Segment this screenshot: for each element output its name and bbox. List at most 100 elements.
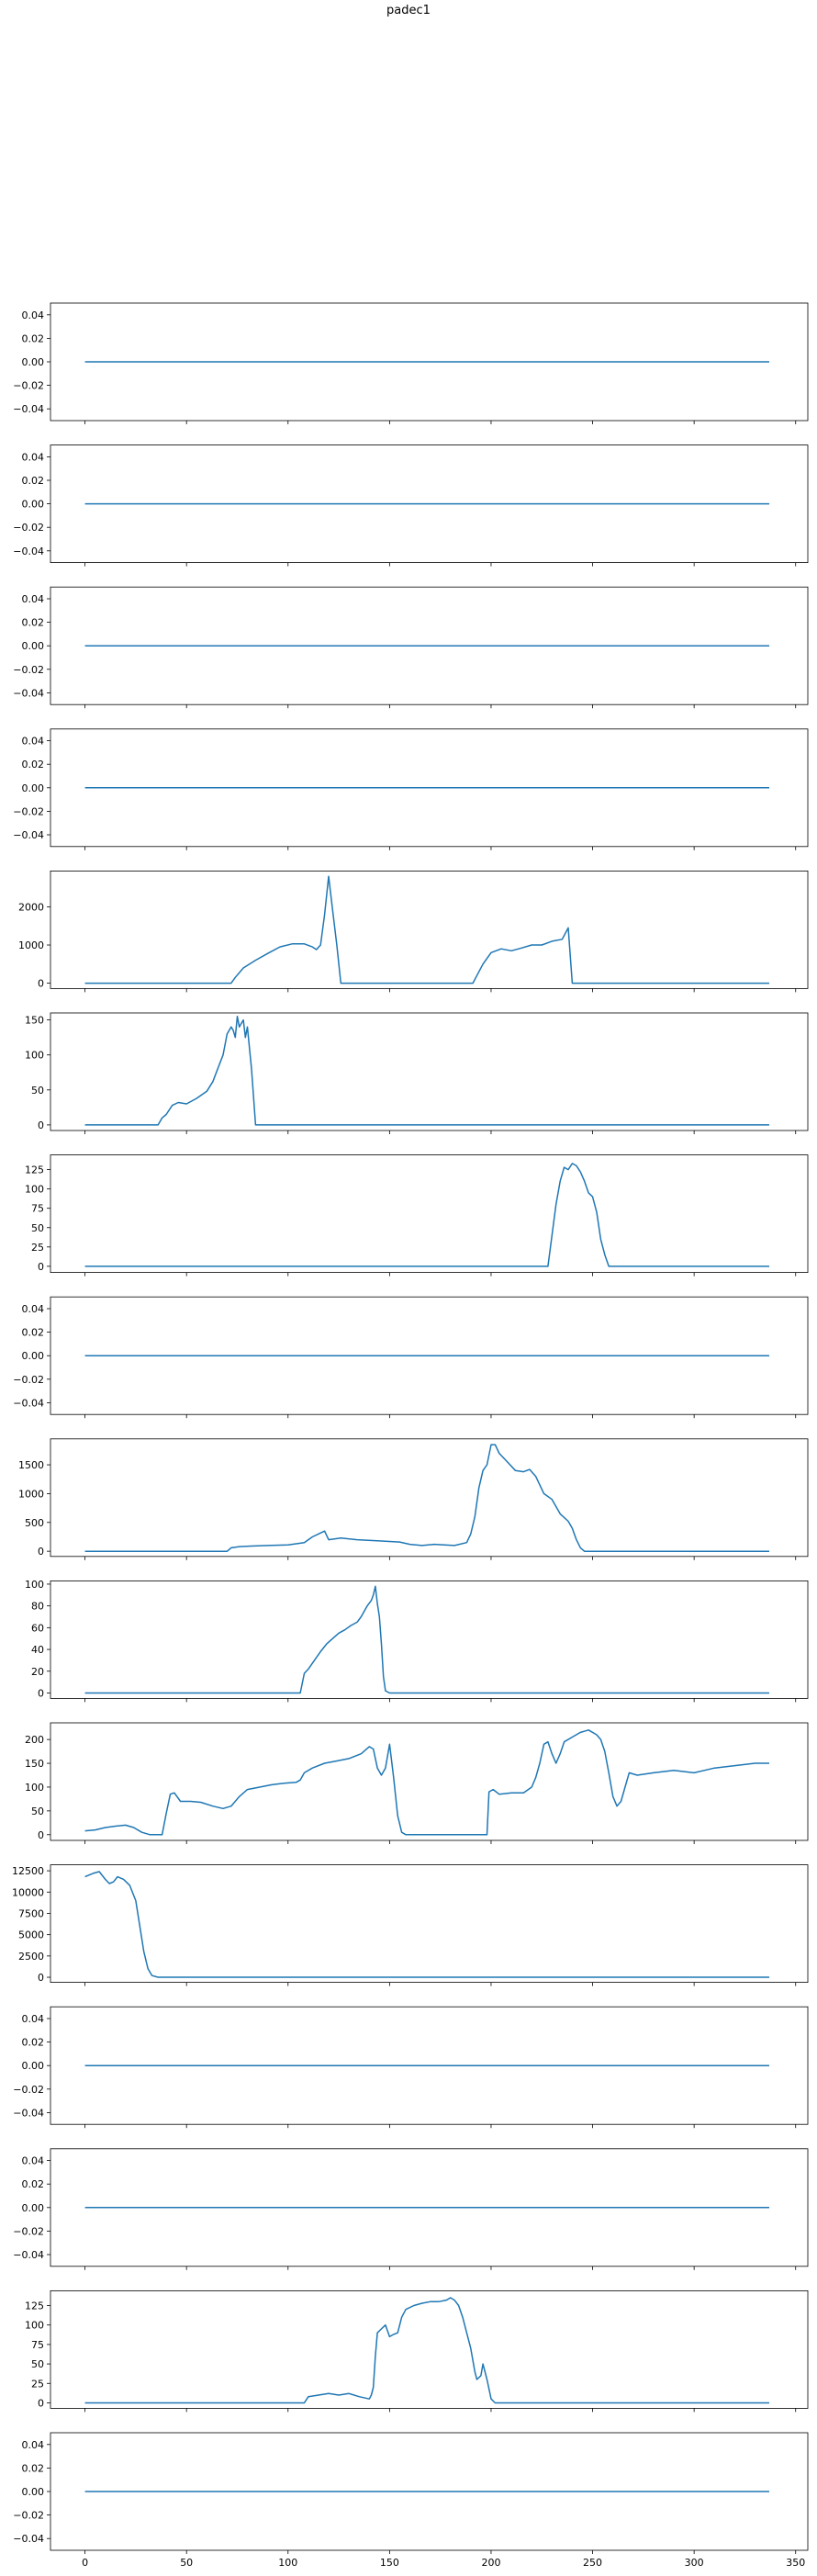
y-tick-label: 12500 (12, 1865, 44, 1877)
series-line-1 (84, 1585, 769, 1694)
y-tick-label: 1500 (18, 1459, 44, 1471)
y-tick-label: 500 (25, 1517, 44, 1529)
subplot-1: 0.04 0.02 0.00 −0.02 −0.04 (13, 302, 809, 424)
y-tick-label: 0.02 (22, 759, 45, 771)
y-tick-label: −0.04 (13, 403, 44, 415)
series-line-1 (84, 1163, 769, 1267)
y-tick-label: 0.04 (22, 2013, 45, 2025)
y-tick-label: 1000 (18, 939, 44, 951)
y-tick-label: −0.02 (13, 2510, 44, 2522)
subplot-14: 0.04 0.02 0.00 −0.02 −0.04 (13, 2148, 809, 2270)
subplot-13: 0.04 0.02 0.00 −0.02 −0.04 (13, 2006, 809, 2129)
y-tick-label: 100 (25, 1782, 44, 1794)
y-tick-label: 0.02 (22, 2037, 45, 2049)
y-tick-label: 0 (38, 1119, 44, 1131)
series-line-1 (84, 1016, 769, 1126)
y-tick-label: −0.02 (13, 1374, 44, 1386)
y-tick-label: 0.02 (22, 332, 45, 344)
y-tick-label: −0.02 (13, 2225, 44, 2237)
subplot-16: 0.04 0.02 0.00 −0.02 −0.04 0 50 100 150 200 250 300… (13, 2432, 809, 2569)
y-tick-label: 2000 (18, 901, 44, 913)
y-tick-label: −0.02 (13, 805, 44, 817)
y-tick-label: 0.00 (22, 2486, 45, 2498)
subplot-2: 0.04 0.02 0.00 −0.02 −0.04 (13, 444, 809, 567)
y-tick-label: 1000 (18, 1488, 44, 1500)
y-tick-label: 125 (25, 1164, 44, 1176)
figure-title: padec1 (386, 4, 431, 17)
y-tick-label: 50 (31, 1222, 44, 1234)
subplot-5: 2000 1000 0 (18, 871, 809, 993)
y-tick-label: 0.00 (22, 2060, 45, 2072)
y-tick-label: 0.00 (22, 2202, 45, 2214)
y-tick-label: 0.02 (22, 475, 45, 487)
y-tick-label: 200 (25, 1734, 44, 1746)
y-tick-label: −0.04 (13, 687, 44, 699)
axes-frame (50, 1012, 809, 1131)
y-tick-label: 0 (38, 2397, 44, 2409)
subplot-9: 1500 1000 500 0 (18, 1438, 809, 1560)
x-tick-label: 350 (786, 2557, 805, 2569)
series-line-1 (84, 2297, 769, 2404)
axes-frame (50, 1580, 809, 1699)
x-tick-label: 200 (481, 2557, 500, 2569)
y-tick-label: 150 (25, 1015, 44, 1027)
x-tick-label: 100 (278, 2557, 297, 2569)
y-tick-label: −0.04 (13, 829, 44, 841)
y-tick-label: 0.04 (22, 1303, 45, 1315)
subplot-11: 200 150 100 50 0 (25, 1722, 809, 1844)
y-tick-label: 50 (31, 1085, 44, 1097)
subplot-6: 150 100 50 0 (25, 1012, 809, 1134)
y-tick-label: 0.00 (22, 1350, 45, 1362)
series-line-1 (84, 875, 769, 984)
y-tick-label: −0.04 (13, 1397, 44, 1409)
y-tick-label: 0.04 (22, 2155, 45, 2167)
y-tick-label: 150 (25, 1758, 44, 1770)
x-tick-label: 300 (685, 2557, 704, 2569)
axes-frame (50, 871, 809, 989)
series-line-1 (84, 1444, 769, 1552)
y-tick-label: 100 (25, 1050, 44, 1062)
y-tick-label: −0.04 (13, 546, 44, 557)
y-tick-label: 0.00 (22, 356, 45, 368)
y-tick-label: 0.00 (22, 782, 45, 794)
subplot-10: 100 80 60 40 20 0 (25, 1579, 809, 1703)
axes-frame (50, 1864, 809, 1983)
subplot-12: 12500 10000 7500 5000 2500 0 (12, 1864, 809, 1986)
y-tick-label: 0 (38, 1546, 44, 1558)
y-tick-label: 60 (31, 1622, 44, 1634)
subplot-15: 125 100 75 50 25 0 (25, 2289, 809, 2413)
y-tick-label: −0.02 (13, 522, 44, 534)
y-tick-label: −0.04 (13, 2249, 44, 2261)
y-tick-label: 100 (25, 1579, 44, 1591)
y-tick-label: 0.04 (22, 309, 45, 321)
x-tick-label: 0 (82, 2557, 88, 2569)
y-tick-label: −0.04 (13, 2533, 44, 2545)
y-tick-label: 2500 (18, 1951, 44, 1963)
y-tick-label: 20 (31, 1666, 44, 1678)
x-tick-label: 250 (583, 2557, 602, 2569)
y-tick-label: 7500 (18, 1907, 44, 1919)
subplot-4: 0.04 0.02 0.00 −0.02 −0.04 (13, 728, 809, 850)
y-tick-label: 5000 (18, 1929, 44, 1941)
y-tick-label: 25 (31, 1242, 44, 1254)
y-tick-label: 0.04 (22, 451, 45, 463)
y-tick-label: 25 (31, 2378, 44, 2390)
series-line-1 (84, 1729, 769, 1836)
axes-frame (50, 1154, 809, 1273)
y-tick-label: −0.02 (13, 664, 44, 676)
y-tick-label: 0 (38, 1972, 44, 1984)
axes-frame (50, 1438, 809, 1558)
y-tick-label: 75 (31, 2339, 44, 2351)
axes-frame (50, 1722, 809, 1841)
y-tick-label: 0.04 (22, 593, 45, 605)
y-tick-label: 0.00 (22, 499, 45, 511)
y-tick-label: 0.02 (22, 617, 45, 629)
axes-frame (50, 2289, 809, 2409)
x-tick-label: 150 (380, 2557, 399, 2569)
y-tick-label: 125 (25, 2300, 44, 2312)
y-tick-label: 0 (38, 1687, 44, 1699)
y-tick-label: 40 (31, 1644, 44, 1656)
y-tick-label: 50 (31, 2358, 44, 2370)
